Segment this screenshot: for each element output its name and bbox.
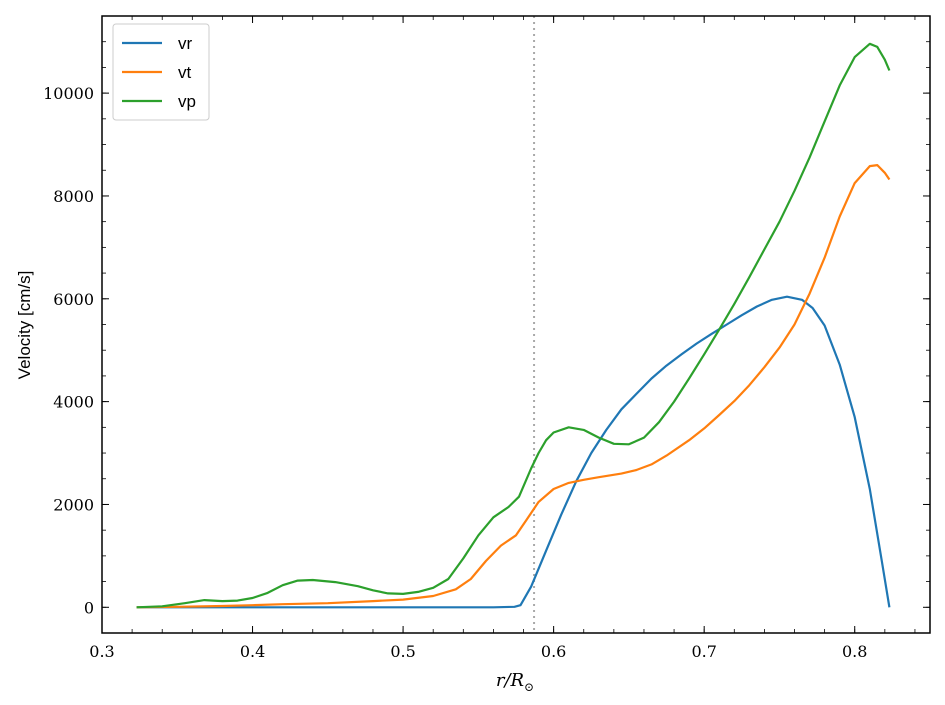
legend: vr vt vp	[112, 23, 210, 121]
plot-frame	[101, 15, 931, 634]
y-tick-label: 6000	[53, 290, 94, 309]
x-tick-label: 0.6	[541, 642, 566, 661]
series-line-vp	[136, 42, 891, 609]
x-axis-label: r/R⊙	[496, 670, 534, 694]
legend-entry-vt: vt	[122, 63, 192, 82]
legend-label-vr: vr	[178, 34, 193, 53]
y-tick-label: 0	[84, 598, 94, 617]
y-tick-label: 10000	[43, 84, 94, 103]
legend-label-vp: vp	[178, 92, 196, 111]
series-layer	[136, 42, 891, 609]
x-tick-label: 0.4	[240, 642, 265, 661]
y-tick-label: 4000	[53, 393, 94, 412]
x-tick-label: 0.7	[691, 642, 716, 661]
series-line-vr	[136, 295, 891, 609]
x-tick-label: 0.8	[842, 642, 867, 661]
ticks-layer: 0.3 0.4 0.5 0.6 0.7 0.8 0 2000 4000 6000 8000 10000	[43, 15, 930, 661]
y-tick-label: 2000	[53, 495, 94, 514]
series-line-vt	[136, 164, 891, 609]
legend-label-vt: vt	[178, 63, 192, 82]
x-tick-label: 0.5	[390, 642, 415, 661]
plot-area	[136, 16, 891, 633]
y-axis-label: Velocity [cm/s]	[15, 271, 34, 380]
x-axis-label-main: r/R	[496, 670, 524, 691]
x-axis-label-sub: ⊙	[524, 680, 534, 694]
x-tick-label: 0.3	[89, 642, 114, 661]
legend-entry-vr: vr	[122, 34, 193, 53]
y-tick-label: 8000	[53, 187, 94, 206]
legend-entry-vp: vp	[122, 92, 196, 111]
